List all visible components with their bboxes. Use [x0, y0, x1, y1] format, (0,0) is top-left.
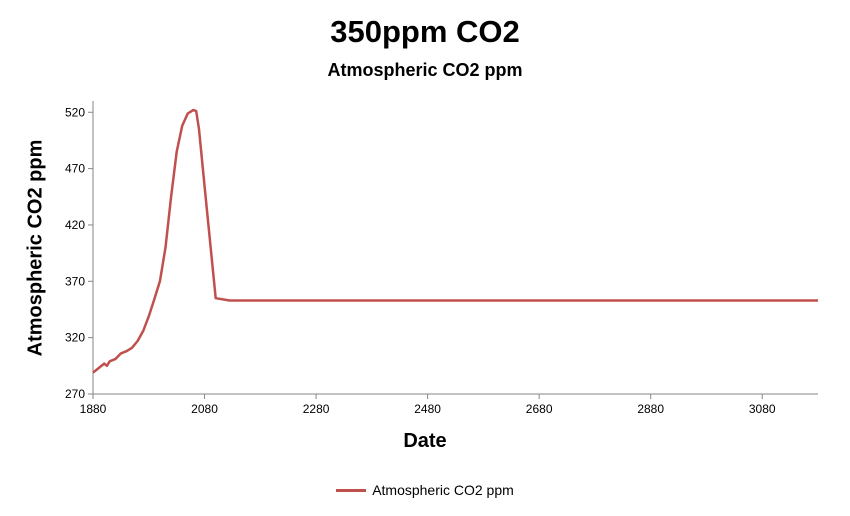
- y-tick-label: 370: [65, 274, 85, 288]
- x-ticks: 1880 2080 2280 2480 2680 2880 3080: [80, 394, 776, 416]
- chart-title: 350ppm CO2: [330, 14, 520, 49]
- y-ticks: 270 320 370 420 470 520: [65, 105, 93, 401]
- axes: [92, 101, 818, 395]
- x-tick-label: 2080: [191, 402, 218, 416]
- chart-subtitle: Atmospheric CO2 ppm: [327, 60, 523, 80]
- series-line: [92, 108, 818, 374]
- y-tick-label: 420: [65, 218, 85, 232]
- legend-swatch: [336, 488, 367, 492]
- x-tick-label: 2680: [526, 402, 553, 416]
- series-group: [92, 108, 818, 374]
- legend: Atmospheric CO2 ppm: [0, 482, 850, 498]
- x-tick-label: 1880: [80, 402, 107, 416]
- x-tick-label: 2880: [637, 402, 664, 416]
- x-tick-label: 3080: [749, 402, 776, 416]
- x-axis-label: Date: [403, 430, 447, 452]
- y-tick-label: 320: [65, 331, 85, 345]
- x-tick-label: 2280: [303, 402, 330, 416]
- y-tick-label: 270: [65, 387, 85, 401]
- y-tick-label: 520: [65, 105, 85, 119]
- legend-label: Atmospheric CO2 ppm: [372, 482, 514, 498]
- y-tick-label: 470: [65, 162, 85, 176]
- x-tick-label: 2480: [414, 402, 441, 416]
